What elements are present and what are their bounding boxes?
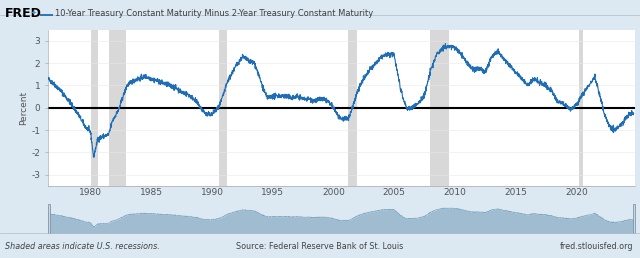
Bar [109,30,126,186]
Bar [348,30,356,186]
Text: 1995: 1995 [261,188,284,197]
Text: 2020: 2020 [565,188,588,197]
Text: 1990: 1990 [200,188,223,197]
Text: 2000: 2000 [322,188,345,197]
Text: 2005: 2005 [383,188,406,197]
Text: FRED: FRED [5,7,42,20]
Bar [48,204,50,233]
Bar [633,204,635,233]
Text: Shaded areas indicate U.S. recessions.: Shaded areas indicate U.S. recessions. [5,243,160,252]
Text: 1985: 1985 [140,188,163,197]
Text: Source: Federal Reserve Bank of St. Louis: Source: Federal Reserve Bank of St. Loui… [236,243,404,252]
Bar [220,30,227,186]
Bar [429,30,449,186]
Y-axis label: Percent: Percent [20,91,29,125]
Text: 2010: 2010 [444,188,467,197]
Bar [90,30,98,186]
Text: ✦: ✦ [31,10,36,15]
Text: 10-Year Treasury Constant Maturity Minus 2-Year Treasury Constant Maturity: 10-Year Treasury Constant Maturity Minus… [55,9,373,18]
Bar [579,30,582,186]
Text: 2015: 2015 [504,188,527,197]
Text: fred.stlouisfed.org: fred.stlouisfed.org [560,243,634,252]
Text: 1980: 1980 [79,188,102,197]
